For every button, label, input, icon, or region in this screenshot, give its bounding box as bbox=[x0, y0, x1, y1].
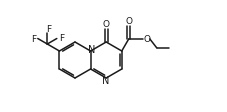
Text: O: O bbox=[143, 35, 150, 44]
Text: N: N bbox=[88, 45, 96, 55]
Text: O: O bbox=[125, 17, 132, 26]
Text: F: F bbox=[31, 35, 36, 44]
Text: O: O bbox=[103, 20, 110, 29]
Text: N: N bbox=[102, 75, 109, 85]
Text: F: F bbox=[59, 34, 64, 43]
Text: F: F bbox=[46, 24, 51, 33]
